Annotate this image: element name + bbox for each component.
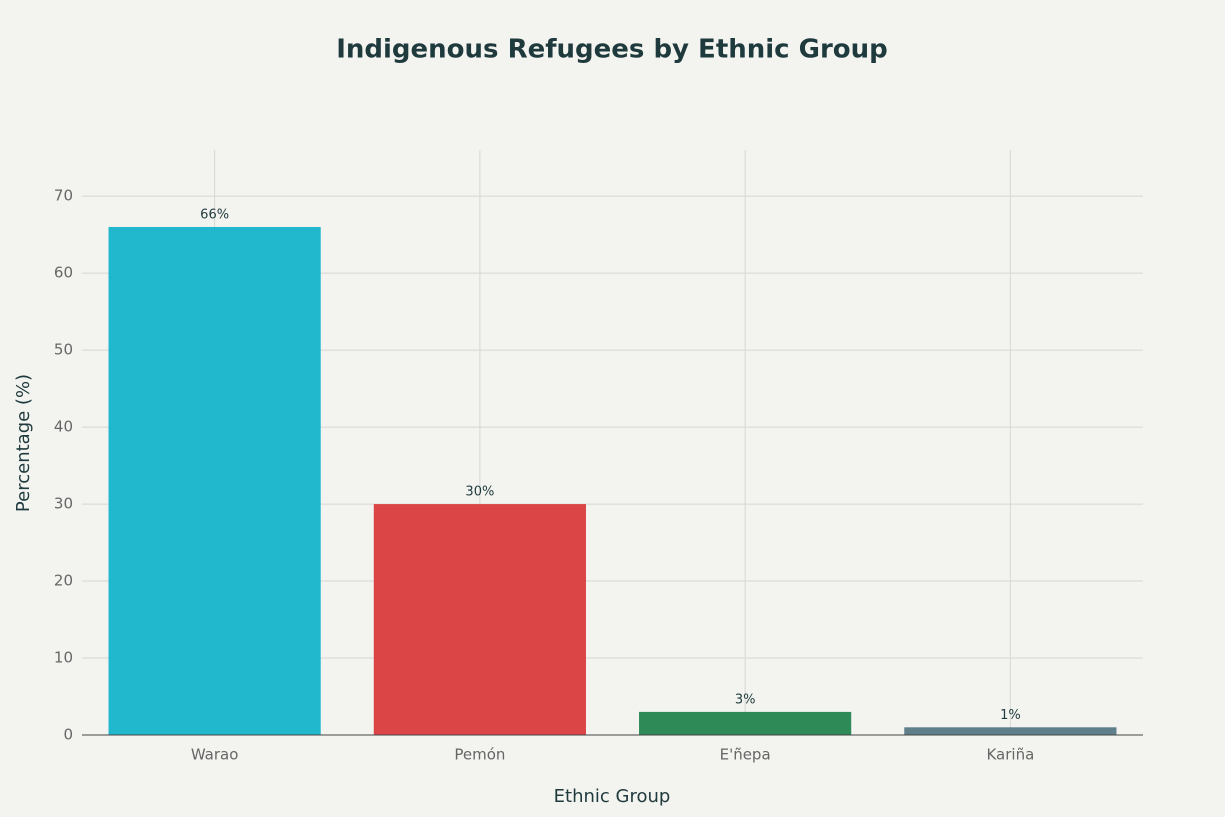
value-label: 1% (1000, 708, 1021, 723)
y-tick-label: 10 (54, 649, 73, 667)
y-tick-label: 60 (54, 264, 73, 282)
bar (373, 504, 586, 735)
x-tick-label: Kariña (986, 746, 1034, 764)
bar (904, 727, 1117, 735)
y-tick-label: 20 (54, 572, 73, 590)
y-tick-label: 50 (54, 341, 73, 359)
y-tick-label: 40 (54, 418, 73, 436)
value-label: 30% (465, 485, 494, 500)
y-axis-title: Percentage (%) (13, 374, 34, 512)
chart-title: Indigenous Refugees by Ethnic Group (336, 35, 888, 65)
x-tick-label: Warao (191, 746, 239, 764)
value-label: 66% (200, 207, 229, 222)
y-tick-label: 0 (63, 726, 73, 744)
y-tick-label: 70 (54, 187, 73, 205)
x-tick-label: Pemón (454, 746, 505, 764)
y-tick-label: 30 (54, 495, 73, 513)
x-axis-title: Ethnic Group (554, 786, 671, 807)
bar (108, 226, 321, 735)
x-tick-label: E'ñepa (720, 746, 771, 764)
bar (639, 711, 852, 735)
value-label: 3% (735, 692, 756, 707)
